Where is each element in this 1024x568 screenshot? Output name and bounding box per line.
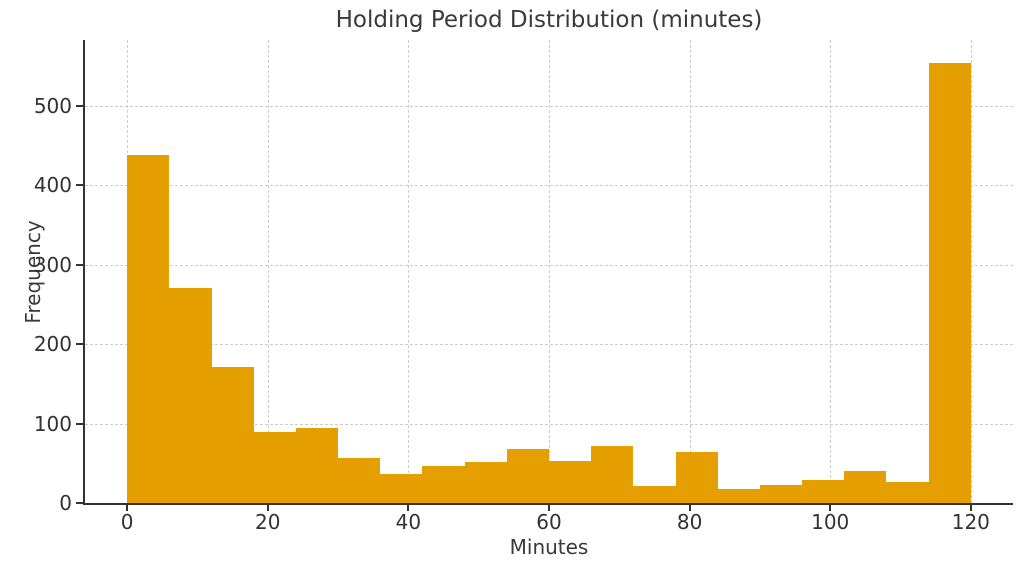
vertical-gridline <box>689 40 691 503</box>
x-tick-label: 20 <box>255 510 281 534</box>
histogram-bar <box>759 484 803 503</box>
histogram-bar <box>802 479 845 503</box>
histogram-bar <box>464 461 507 503</box>
y-tick-label: 500 <box>33 93 72 118</box>
histogram-bar <box>886 481 929 503</box>
histogram-bar <box>127 155 170 503</box>
histogram-bar <box>928 63 971 503</box>
vertical-gridline <box>267 40 269 503</box>
histogram-bar <box>169 287 212 503</box>
histogram-bar <box>380 474 423 503</box>
histogram-bar <box>549 460 592 503</box>
x-tick-mark <box>407 505 410 511</box>
x-tick-label: 60 <box>536 510 562 534</box>
histogram-bar <box>591 445 634 503</box>
vertical-gridline <box>549 40 550 503</box>
y-tick-label: 0 <box>59 491 72 515</box>
chart-title: Holding Period Distribution (minutes) <box>335 7 763 33</box>
y-tick-mark <box>76 184 83 187</box>
histogram-bar <box>675 452 718 503</box>
histogram-bar <box>844 471 887 503</box>
x-tick-mark <box>969 505 972 511</box>
y-tick-mark <box>76 343 83 346</box>
histogram-bar <box>295 427 339 503</box>
histogram-bar <box>633 485 676 503</box>
y-tick-mark <box>76 502 83 504</box>
x-tick-label: 40 <box>395 510 422 534</box>
y-tick-mark <box>76 263 83 266</box>
x-tick-mark <box>548 505 550 511</box>
x-tick-label: 120 <box>951 510 990 534</box>
x-tick-mark <box>126 505 129 511</box>
y-tick-label: 200 <box>33 332 72 357</box>
x-tick-label: 0 <box>120 510 134 534</box>
x-axis-label: Minutes <box>509 535 589 559</box>
histogram-bar <box>211 367 254 503</box>
x-tick-mark <box>829 505 832 511</box>
plot-area <box>83 40 1013 505</box>
y-tick-label: 100 <box>33 411 72 436</box>
histogram-bar <box>338 457 381 503</box>
y-tick-mark <box>76 422 83 425</box>
vertical-gridline <box>970 40 972 503</box>
x-tick-mark <box>266 505 269 511</box>
vertical-gridline <box>830 40 832 503</box>
x-tick-label: 80 <box>676 510 703 534</box>
y-tick-label: 300 <box>33 252 72 277</box>
histogram-bar <box>506 448 549 503</box>
vertical-gridline <box>408 40 410 503</box>
histogram-bar <box>422 466 465 503</box>
y-tick-mark <box>76 104 83 107</box>
y-tick-label: 400 <box>33 173 72 198</box>
x-tick-label: 100 <box>811 510 850 534</box>
x-tick-mark <box>688 505 691 511</box>
histogram-bar <box>717 488 760 503</box>
histogram-bar <box>253 432 296 503</box>
